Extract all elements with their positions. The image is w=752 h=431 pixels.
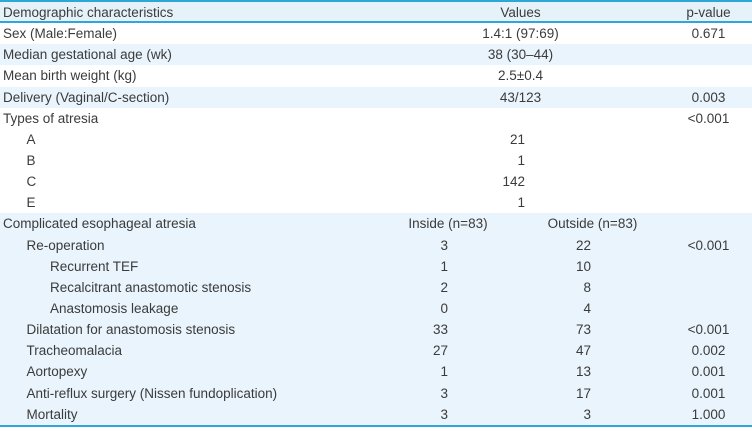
table-row: Mean birth weight (kg) 2.5±0.4 bbox=[0, 65, 752, 86]
table-row: C 142 bbox=[0, 171, 752, 192]
table-row: Anastomosis leakage 0 4 bbox=[0, 297, 752, 320]
row-label: Tracheomalacia bbox=[26, 343, 123, 359]
row-value-inside: 33 bbox=[432, 322, 448, 338]
row-value: 2.5±0.4 bbox=[498, 68, 543, 84]
row-label: C bbox=[26, 174, 37, 190]
row-label: Mortality bbox=[26, 406, 78, 422]
table-header-row: Demographic characteristics Values p-val… bbox=[0, 2, 752, 24]
column-header-values: Values bbox=[500, 5, 541, 20]
table-row: Re-operation 3 22 <0.001 bbox=[0, 234, 752, 256]
row-value-inside: 1 bbox=[440, 364, 448, 380]
row-label: Delivery (Vaginal/C-section) bbox=[3, 89, 170, 105]
row-pvalue bbox=[665, 44, 752, 65]
row-label: Aortopexy bbox=[26, 364, 88, 380]
row-value: 1 bbox=[517, 152, 525, 168]
row-value: 21 bbox=[509, 131, 525, 147]
row-pvalue: 0.002 bbox=[691, 343, 726, 359]
row-value-outside: 17 bbox=[575, 385, 591, 401]
row-pvalue bbox=[665, 213, 752, 234]
row-label: B bbox=[26, 152, 36, 168]
row-label: Anastomosis leakage bbox=[50, 300, 179, 316]
row-value-outside: 4 bbox=[583, 300, 591, 316]
row-value-outside: 13 bbox=[575, 364, 591, 380]
row-pvalue: <0.001 bbox=[687, 237, 730, 253]
row-pvalue bbox=[665, 150, 752, 171]
row-value-outside: 8 bbox=[583, 279, 591, 295]
table-body: Sex (Male:Female) 1.4:1 (97:69) 0.671 Media… bbox=[0, 23, 752, 425]
row-pvalue: <0.001 bbox=[687, 322, 730, 338]
row-pvalue: <0.001 bbox=[687, 110, 730, 126]
table-row: Mortality 3 3 1.000 bbox=[0, 403, 752, 425]
row-label: A bbox=[26, 131, 36, 147]
table-row: Types of atresia <0.001 bbox=[0, 108, 752, 129]
row-pvalue: 0.671 bbox=[691, 26, 726, 42]
row-pvalue bbox=[665, 256, 752, 277]
row-pvalue bbox=[665, 171, 752, 192]
row-label: Anti-reflux surgery (Nissen fundoplicati… bbox=[26, 385, 278, 401]
table-row: Tracheomalacia 27 47 0.002 bbox=[0, 340, 752, 362]
row-value: 1.4:1 (97:69) bbox=[482, 26, 559, 42]
row-pvalue: 0.003 bbox=[691, 89, 726, 105]
table-row: Recurrent TEF 1 10 bbox=[0, 255, 752, 277]
row-pvalue: 0.001 bbox=[691, 364, 726, 380]
row-value bbox=[376, 108, 665, 129]
row-value-outside: 47 bbox=[575, 343, 591, 359]
table-row: Delivery (Vaginal/C-section) 43/123 0.003 bbox=[0, 86, 752, 108]
row-label: E bbox=[26, 195, 36, 211]
row-value-outside: 3 bbox=[583, 406, 591, 422]
row-value: 43/123 bbox=[499, 89, 542, 105]
row-label: Recurrent TEF bbox=[50, 258, 139, 274]
row-value: 142 bbox=[502, 174, 525, 190]
table-row: Aortopexy 1 13 0.001 bbox=[0, 361, 752, 383]
row-pvalue: 0.001 bbox=[691, 385, 726, 401]
row-value: 1 bbox=[517, 195, 525, 211]
table-row: Complicated esophageal atresia Inside (n=… bbox=[0, 213, 752, 235]
row-label: Mean birth weight (kg) bbox=[3, 68, 137, 84]
table-row: Anti-reflux surgery (Nissen fundoplicati… bbox=[0, 382, 752, 404]
column-header-label: Demographic characteristics bbox=[3, 5, 174, 20]
row-value-inside: 3 bbox=[440, 385, 448, 401]
row-label: Sex (Male:Female) bbox=[3, 26, 118, 42]
row-label: Recalcitrant anastomotic stenosis bbox=[50, 279, 252, 295]
row-value-inside: 2 bbox=[440, 279, 448, 295]
row-value-inside: 3 bbox=[440, 406, 448, 422]
table-row: A 21 bbox=[0, 129, 752, 150]
table-row: Recalcitrant anastomotic stenosis 2 8 bbox=[0, 276, 752, 298]
row-value-outside: 73 bbox=[575, 322, 591, 338]
row-label: Median gestational age (wk) bbox=[3, 47, 172, 63]
row-label: Dilatation for anastomosis stenosis bbox=[26, 322, 236, 338]
row-value: 38 (30–44) bbox=[487, 47, 554, 63]
row-pvalue bbox=[665, 192, 752, 213]
row-label: Types of atresia bbox=[3, 110, 99, 126]
row-value-inside: 3 bbox=[440, 237, 448, 253]
table-row: Dilatation for anastomosis stenosis 33 73 <… bbox=[0, 319, 752, 341]
row-value-inside: 1 bbox=[440, 258, 448, 274]
row-value-inside: Inside (n=83) bbox=[408, 216, 488, 232]
row-pvalue bbox=[665, 129, 752, 150]
row-value-outside: Outside (n=83) bbox=[547, 216, 638, 232]
row-pvalue bbox=[665, 298, 752, 319]
row-label: Complicated esophageal atresia bbox=[3, 216, 196, 232]
row-value-outside: 10 bbox=[575, 258, 591, 274]
table-row: Median gestational age (wk) 38 (30–44) bbox=[0, 44, 752, 66]
row-value-outside: 22 bbox=[575, 237, 591, 253]
row-value-inside: 27 bbox=[432, 343, 448, 359]
column-header-pvalue: p-value bbox=[686, 5, 731, 20]
row-value-inside: 0 bbox=[440, 300, 448, 316]
row-pvalue bbox=[665, 65, 752, 86]
row-pvalue: 1.000 bbox=[691, 406, 726, 422]
table-row: Sex (Male:Female) 1.4:1 (97:69) 0.671 bbox=[0, 23, 752, 44]
row-pvalue bbox=[665, 277, 752, 298]
row-label: Re-operation bbox=[26, 237, 105, 253]
